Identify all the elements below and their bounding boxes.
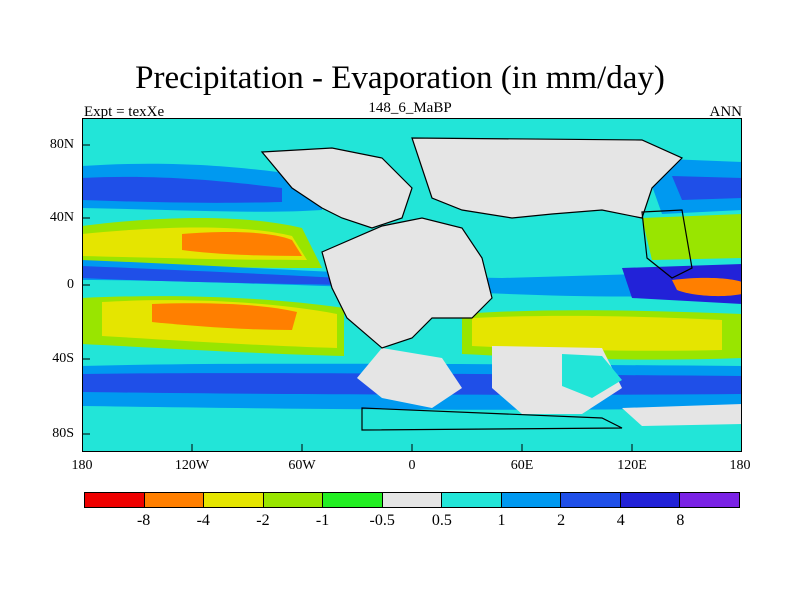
land-eurasia — [412, 138, 682, 218]
x-label-120w: 120W — [174, 458, 210, 473]
colorbar-segment-6 — [442, 493, 502, 507]
period-label: 148_6_MaBP — [368, 100, 452, 116]
colorbar-label-9: 8 — [676, 512, 685, 529]
x-label-120e: 120E — [617, 458, 647, 473]
coastline-eurasia — [411, 137, 684, 219]
colorbar-label-1: -4 — [196, 512, 210, 529]
x-label-60e: 60E — [510, 458, 534, 473]
land-south-gondwana — [357, 348, 462, 408]
y-label-80s: 80S — [52, 426, 74, 441]
central-pacific-dry — [672, 277, 742, 297]
colorbar-label-0: -8 — [136, 512, 151, 529]
colorbar-segment-7 — [501, 493, 562, 507]
colorbar-segment-8 — [561, 493, 621, 507]
land-north-america — [262, 148, 412, 228]
land-pangea-core — [322, 218, 492, 348]
colorbar-label-5: 0.5 — [431, 512, 452, 529]
plot-title: Precipitation - Evaporation (in mm/day) — [135, 60, 665, 96]
south-indian-yellow — [472, 315, 722, 351]
coastline-east-asia — [641, 209, 693, 279]
colorbar-label-8: 4 — [616, 512, 625, 529]
coastline-antarctica — [361, 407, 623, 431]
colorbar-segment-2 — [204, 493, 264, 507]
colorbar-segment-0 — [85, 493, 145, 507]
y-label-80n: 80N — [49, 137, 74, 152]
south-subtropic-orange — [152, 303, 297, 330]
colorbar-label-2: -2 — [256, 512, 270, 529]
experiment-label: Expt = texXe — [84, 104, 165, 120]
colorbar-segment-4 — [323, 493, 383, 507]
colorbar-segment-3 — [263, 493, 324, 507]
colorbar-label-4: -0.5 — [369, 512, 395, 529]
y-label-0: 0 — [67, 277, 74, 292]
x-label-0: 0 — [408, 458, 416, 473]
arctic-band — [82, 118, 742, 140]
colorbar-segment-9 — [620, 493, 681, 507]
x-label-180-right: 180 — [729, 458, 751, 473]
colorbar-segment-1 — [144, 493, 205, 507]
colorbar-label-7: 2 — [557, 512, 566, 529]
nw-subtropic — [642, 214, 742, 260]
colorbar-label-6: 1 — [497, 512, 506, 529]
nw-pacific-core — [672, 176, 742, 200]
precip-evap-map — [82, 118, 742, 452]
x-label-60w: 60W — [288, 458, 316, 473]
y-label-40n: 40N — [49, 210, 74, 225]
colorbar-segment-10 — [680, 493, 740, 507]
coastline-north-america — [260, 147, 413, 229]
y-label-40s: 40S — [52, 351, 74, 366]
colorbar-label-3: -1 — [315, 512, 330, 529]
map-panel — [82, 118, 742, 452]
coastline-pangea-core — [321, 217, 493, 349]
colorbar — [84, 492, 740, 508]
north-subtropic-orange — [182, 232, 302, 256]
season-label: ANN — [709, 104, 743, 120]
colorbar-segment-5 — [382, 493, 443, 507]
north-pacific-core — [82, 176, 282, 203]
land-high-south — [622, 404, 742, 426]
land-east-gondwana-wet — [562, 354, 622, 398]
x-label-180-left: 180 — [71, 458, 93, 473]
antarctic-ocean-band — [82, 416, 742, 452]
